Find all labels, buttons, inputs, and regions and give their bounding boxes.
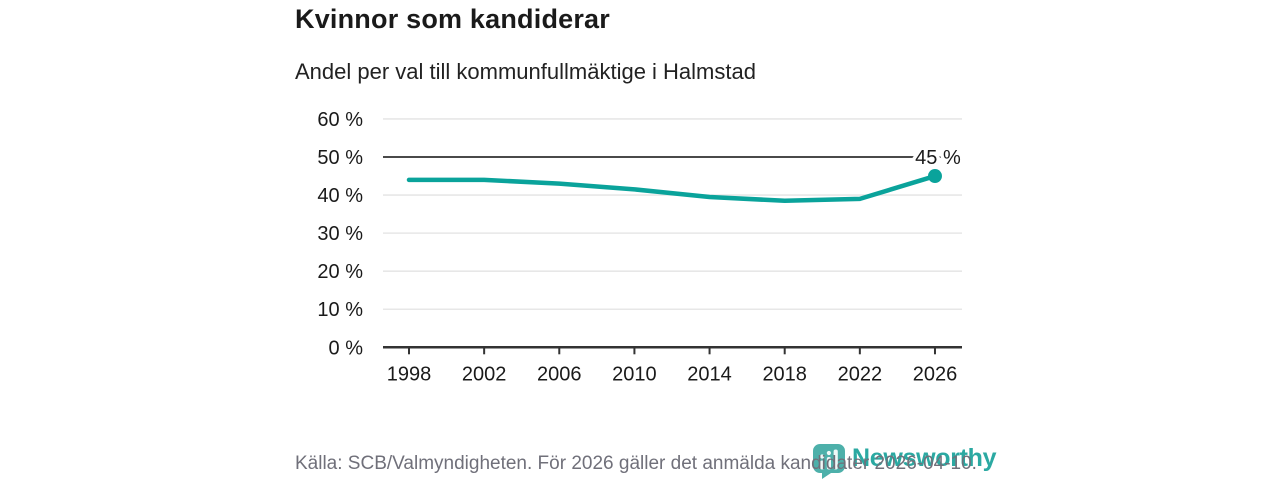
y-tick-label: 40 %	[317, 185, 363, 207]
logo-bar-chart-glyph	[820, 449, 838, 470]
y-tick-label: 0 %	[329, 337, 364, 359]
line-chart: 0 % 10 % 20 % 30 % 40 % 50 % 60 % 1998 2002 2006 2…	[283, 100, 983, 392]
newsworthy-logo-icon	[812, 443, 846, 480]
x-tick-label: 2022	[838, 363, 883, 385]
end-value-label: 45 %	[915, 147, 961, 169]
x-tick-label: 2010	[612, 363, 657, 385]
line-chart-svg: 0 % 10 % 20 % 30 % 40 % 50 % 60 % 1998 2002 2006 2…	[317, 109, 964, 385]
x-tick-label: 2006	[537, 363, 582, 385]
x-tick-label: 2002	[462, 363, 507, 385]
x-tick-label: 1998	[387, 363, 432, 385]
y-tick-label: 60 %	[317, 109, 363, 131]
y-tick-label: 30 %	[317, 223, 363, 245]
newsworthy-logo-text: Newsworthy	[852, 444, 997, 472]
data-line	[406, 173, 938, 204]
source-note: Källa: SCB/Valmyndigheten. För 2026 gäll…	[295, 453, 977, 474]
x-tick-label: 2014	[687, 363, 732, 385]
end-point-marker	[927, 169, 942, 184]
chart-subtitle: Andel per val till kommunfullmäktige i H…	[295, 59, 756, 84]
y-tick-label: 50 %	[317, 147, 363, 169]
newsworthy-logo: Newsworthy	[812, 443, 997, 480]
y-tick-label: 20 %	[317, 261, 363, 283]
y-tick-label: 10 %	[317, 299, 363, 321]
x-tick-label: 2026	[913, 363, 958, 385]
x-tick-label: 2018	[762, 363, 807, 385]
page-title: Kvinnor som kandiderar	[295, 4, 610, 34]
